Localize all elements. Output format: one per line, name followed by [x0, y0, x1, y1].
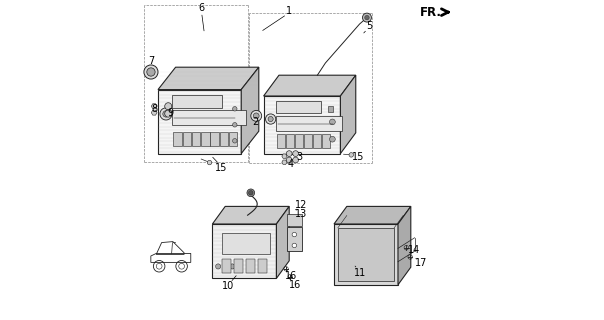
Circle shape — [233, 139, 237, 143]
Circle shape — [330, 119, 335, 125]
Text: 4: 4 — [287, 159, 293, 169]
Bar — [277, 100, 321, 113]
Circle shape — [223, 264, 228, 269]
Bar — [277, 116, 342, 131]
Circle shape — [293, 157, 298, 163]
Bar — [172, 110, 246, 125]
Text: 16: 16 — [289, 280, 301, 291]
Bar — [201, 132, 210, 146]
Circle shape — [147, 68, 155, 76]
Circle shape — [266, 114, 276, 124]
Polygon shape — [213, 224, 277, 278]
Circle shape — [362, 13, 371, 22]
Polygon shape — [263, 96, 341, 154]
Text: FR.: FR. — [420, 6, 442, 19]
Circle shape — [144, 65, 158, 79]
Bar — [313, 134, 321, 148]
Bar — [259, 259, 268, 273]
Polygon shape — [158, 67, 259, 90]
Text: 10: 10 — [222, 281, 234, 292]
Bar — [287, 227, 302, 251]
Text: 5: 5 — [366, 20, 372, 31]
Polygon shape — [341, 75, 356, 154]
Circle shape — [249, 190, 253, 195]
Polygon shape — [282, 160, 287, 164]
Circle shape — [251, 110, 262, 121]
Bar — [234, 259, 243, 273]
Bar — [229, 132, 237, 146]
Polygon shape — [277, 206, 289, 278]
Bar — [277, 134, 285, 148]
Bar — [172, 95, 222, 108]
Text: 9: 9 — [167, 108, 173, 118]
Bar — [222, 233, 270, 254]
Text: 15: 15 — [215, 163, 228, 173]
Circle shape — [163, 111, 169, 117]
Circle shape — [253, 113, 259, 119]
Bar — [287, 214, 302, 226]
Bar — [220, 132, 228, 146]
Polygon shape — [282, 154, 287, 158]
Circle shape — [349, 153, 353, 157]
Bar — [304, 134, 312, 148]
Circle shape — [286, 157, 292, 163]
Circle shape — [247, 189, 255, 196]
Polygon shape — [151, 110, 157, 115]
Text: 7: 7 — [149, 56, 155, 67]
Text: 16: 16 — [284, 271, 297, 281]
Circle shape — [230, 264, 235, 269]
Polygon shape — [213, 206, 289, 224]
Text: 8: 8 — [151, 104, 157, 114]
Text: 2: 2 — [252, 117, 259, 127]
Polygon shape — [334, 206, 411, 224]
Circle shape — [365, 15, 369, 20]
Polygon shape — [158, 90, 241, 154]
Circle shape — [293, 151, 298, 156]
Circle shape — [160, 108, 172, 120]
Circle shape — [292, 243, 297, 248]
Bar — [210, 132, 219, 146]
Circle shape — [233, 107, 237, 111]
Bar — [246, 259, 255, 273]
Circle shape — [165, 110, 172, 117]
Bar — [173, 132, 182, 146]
Text: 3: 3 — [297, 152, 303, 163]
Bar — [286, 134, 294, 148]
Text: 1: 1 — [286, 6, 292, 16]
Text: 14: 14 — [408, 245, 420, 255]
Circle shape — [330, 136, 335, 142]
Bar — [327, 106, 333, 112]
Polygon shape — [151, 104, 157, 109]
Text: 6: 6 — [198, 3, 204, 13]
Polygon shape — [241, 67, 259, 154]
Polygon shape — [398, 206, 411, 285]
Circle shape — [207, 160, 212, 165]
Circle shape — [268, 116, 273, 122]
Bar — [182, 132, 191, 146]
Polygon shape — [334, 224, 398, 285]
Bar — [322, 134, 330, 148]
Circle shape — [233, 123, 237, 127]
Text: 11: 11 — [353, 268, 366, 278]
Bar — [192, 132, 201, 146]
Circle shape — [165, 103, 172, 110]
Circle shape — [292, 232, 297, 237]
Bar — [222, 259, 231, 273]
Circle shape — [216, 264, 220, 269]
Bar — [338, 228, 394, 281]
Bar — [295, 134, 303, 148]
Text: 12: 12 — [295, 200, 307, 210]
Text: 17: 17 — [415, 258, 427, 268]
Text: 15: 15 — [352, 152, 364, 162]
Text: 13: 13 — [295, 209, 307, 220]
Circle shape — [286, 151, 292, 156]
Polygon shape — [263, 75, 356, 96]
